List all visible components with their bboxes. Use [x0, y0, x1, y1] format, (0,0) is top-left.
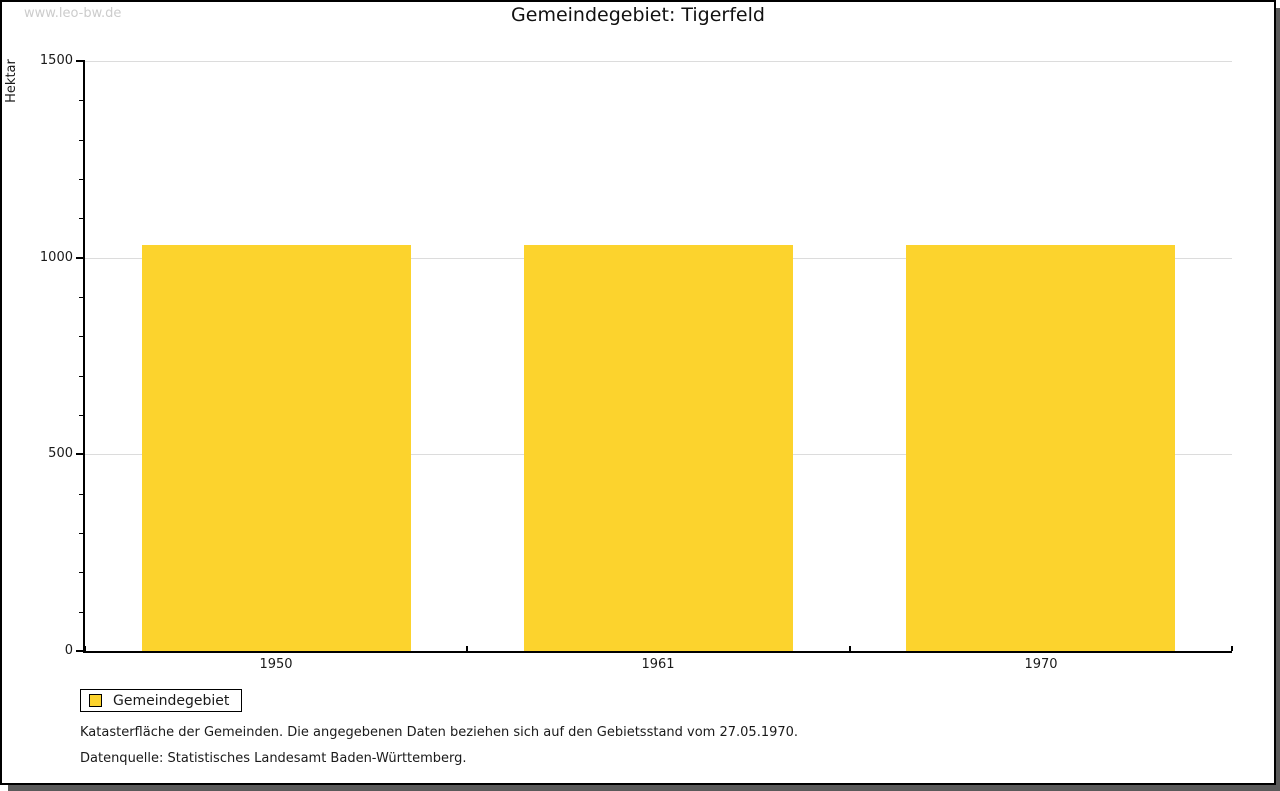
y-tick — [76, 60, 83, 62]
y-minor-tick — [79, 218, 83, 219]
legend-box: Gemeindegebiet — [80, 689, 243, 712]
y-minor-tick — [79, 415, 83, 416]
y-minor-tick — [79, 612, 83, 613]
y-tick-label: 1000 — [39, 250, 73, 265]
y-axis-label: Hektar — [4, 59, 19, 103]
chart-title: Gemeindegebiet: Tigerfeld — [511, 4, 765, 26]
y-axis-line — [83, 60, 85, 653]
bar — [524, 245, 793, 651]
x-tick — [466, 646, 468, 651]
y-minor-tick — [79, 140, 83, 141]
footnote-description: Katasterfläche der Gemeinden. Die angege… — [80, 725, 799, 740]
x-tick-label: 1950 — [259, 657, 293, 672]
bar — [142, 245, 411, 651]
footnote-datasource: Datenquelle: Statistisches Landesamt Bad… — [80, 751, 467, 766]
y-gridline — [85, 61, 1232, 62]
y-tick-label: 500 — [48, 446, 73, 461]
window-shadow-right — [1276, 8, 1280, 791]
y-minor-tick — [79, 572, 83, 573]
legend-color-swatch — [89, 694, 102, 707]
y-minor-tick — [79, 179, 83, 180]
y-minor-tick — [79, 533, 83, 534]
y-tick-label: 0 — [64, 643, 73, 658]
x-axis-line — [83, 651, 1232, 653]
y-tick — [76, 257, 83, 259]
x-tick — [1231, 646, 1233, 651]
y-tick — [76, 650, 83, 652]
y-minor-tick — [79, 297, 83, 298]
y-tick — [76, 453, 83, 455]
x-tick — [849, 646, 851, 651]
y-minor-tick — [79, 100, 83, 101]
x-tick-label: 1970 — [1024, 657, 1058, 672]
x-tick — [84, 646, 86, 651]
x-tick-label: 1961 — [641, 657, 675, 672]
y-minor-tick — [79, 336, 83, 337]
bar — [906, 245, 1175, 651]
y-tick-label: 1500 — [39, 53, 73, 68]
watermark-url: www.leo-bw.de — [24, 6, 122, 21]
plot-area: 0 500 1000 1500 1950 1961 1970 — [40, 53, 1233, 672]
window-shadow-bottom — [8, 785, 1280, 791]
legend-series-label: Gemeindegebiet — [113, 692, 230, 709]
y-minor-tick — [79, 376, 83, 377]
y-minor-tick — [79, 494, 83, 495]
